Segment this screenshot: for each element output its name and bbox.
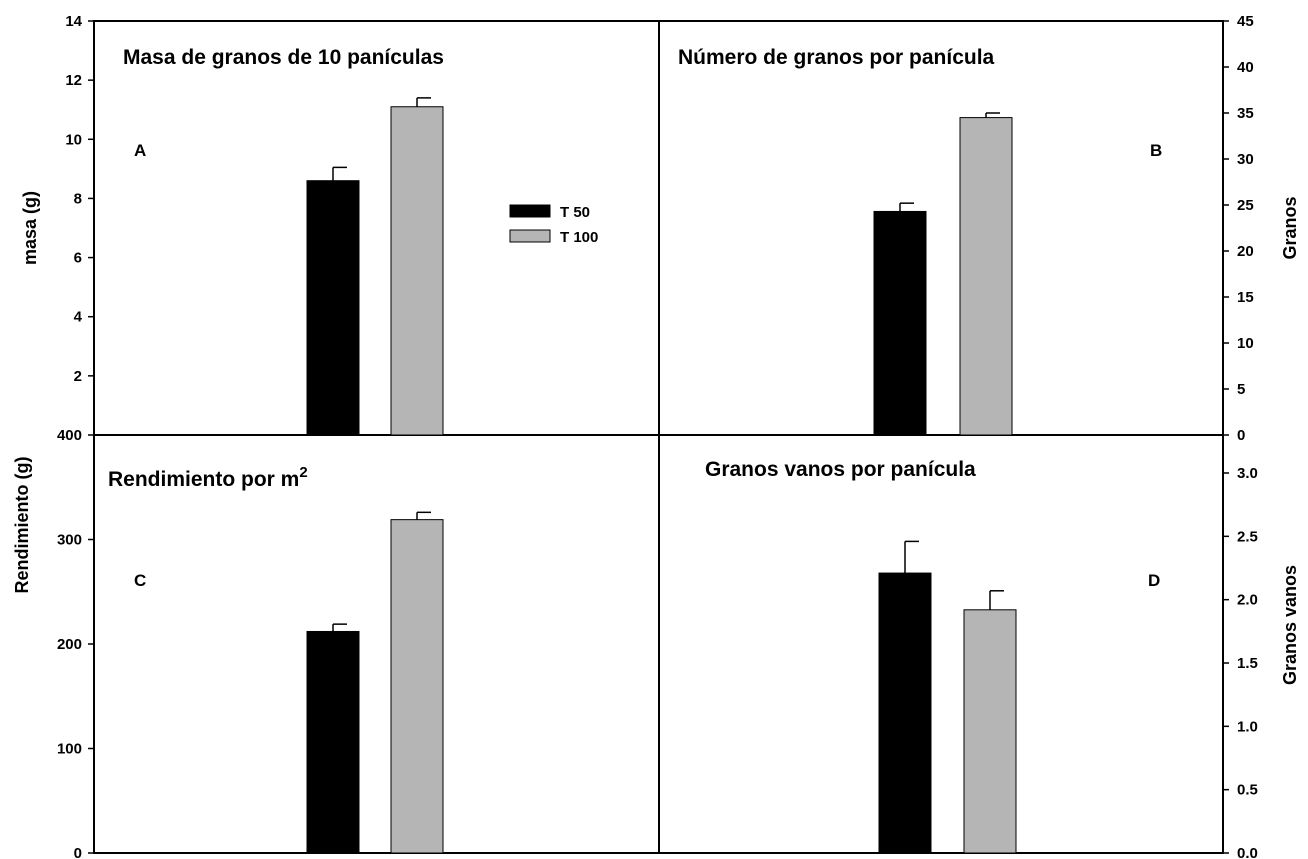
panel-b-tick-label: 35 bbox=[1237, 105, 1254, 122]
panel-b-tick-label: 45 bbox=[1237, 13, 1254, 30]
panel-c-tick-label: 200 bbox=[57, 636, 82, 653]
panel-c-bar-t50 bbox=[307, 631, 359, 853]
panel-d-bar-t100 bbox=[964, 610, 1016, 853]
panel-d-tick-label: 3.0 bbox=[1237, 465, 1258, 482]
panel-b-bar-t50 bbox=[874, 211, 926, 435]
panel-a-tick-label: 6 bbox=[74, 250, 82, 267]
panel-b-tick-label: 0 bbox=[1237, 427, 1245, 444]
panel-a-frame bbox=[94, 21, 659, 435]
panel-d-frame bbox=[659, 435, 1223, 853]
panel-a-tick-label: 10 bbox=[65, 131, 82, 148]
panel-d-tick-label: 1.5 bbox=[1237, 655, 1258, 672]
panel-c-bar-t100 bbox=[391, 520, 443, 853]
legend-swatch-t50 bbox=[510, 205, 550, 217]
panel-b-frame bbox=[659, 21, 1223, 435]
panel-d-title: Granos vanos por panícula bbox=[705, 458, 976, 481]
panel-b-letter: B bbox=[1150, 141, 1162, 160]
panel-a-tick-label: 4 bbox=[74, 309, 83, 326]
panel-frames bbox=[94, 21, 1223, 853]
panel-a-letter: A bbox=[134, 141, 146, 160]
panel-b-tick-label: 20 bbox=[1237, 243, 1254, 260]
panel-a-tick-label: 8 bbox=[74, 190, 82, 207]
panel-c-ylabel: Rendimiento (g) bbox=[12, 457, 32, 594]
panel-d-tick-label: 2.5 bbox=[1237, 528, 1258, 545]
panel-c-tick-label: 0 bbox=[74, 845, 82, 859]
panel-a-tick-label: 2 bbox=[74, 368, 82, 385]
panel-d-tick-label: 1.0 bbox=[1237, 718, 1258, 735]
panel-c-tick-label: 100 bbox=[57, 741, 82, 758]
panel-c-tick-label: 400 bbox=[57, 427, 82, 444]
panel-c-title-main: Rendimiento por m bbox=[108, 468, 299, 491]
panel-b-bar-t100 bbox=[960, 118, 1012, 435]
panel-a-tick-label: 12 bbox=[65, 72, 82, 89]
panel-d-letter: D bbox=[1148, 571, 1160, 590]
panel-c-title-superscript: 2 bbox=[299, 464, 307, 481]
panel-d-bar-t50 bbox=[879, 573, 931, 853]
panel-b-tick-label: 40 bbox=[1237, 59, 1254, 76]
panel-c-title: Rendimiento por m2 bbox=[108, 464, 308, 491]
panel-c-letter: C bbox=[134, 571, 146, 590]
panel-a-ylabel: masa (g) bbox=[20, 191, 40, 265]
panel-c-frame bbox=[94, 435, 659, 853]
panel-b-tick-label: 5 bbox=[1237, 381, 1245, 398]
legend-label-t50: T 50 bbox=[560, 204, 590, 221]
panel-d-tick-label: 0.5 bbox=[1237, 782, 1258, 799]
panel-d-tick-label: 0.0 bbox=[1237, 845, 1258, 859]
panel-b-tick-label: 30 bbox=[1237, 151, 1254, 168]
legend-label-t100: T 100 bbox=[560, 229, 598, 246]
panel-b-tick-label: 25 bbox=[1237, 197, 1254, 214]
panel-a-bar-t100 bbox=[391, 107, 443, 435]
legend: T 50 T 100 bbox=[510, 204, 598, 246]
panel-b-tick-label: 10 bbox=[1237, 335, 1254, 352]
legend-swatch-t100 bbox=[510, 230, 550, 242]
panel-a-title: Masa de granos de 10 panículas bbox=[123, 46, 444, 69]
panel-c-tick-label: 300 bbox=[57, 532, 82, 549]
panel-b-ylabel: Granos bbox=[1280, 196, 1300, 259]
panel-d-ylabel: Granos vanos bbox=[1280, 565, 1300, 685]
panel-a-bar-t50 bbox=[307, 181, 359, 435]
panel-b-title: Número de granos por panícula bbox=[678, 46, 995, 69]
panel-a-tick-label: 14 bbox=[65, 13, 82, 30]
panel-d-tick-label: 2.0 bbox=[1237, 592, 1258, 609]
panel-b-tick-label: 15 bbox=[1237, 289, 1254, 306]
